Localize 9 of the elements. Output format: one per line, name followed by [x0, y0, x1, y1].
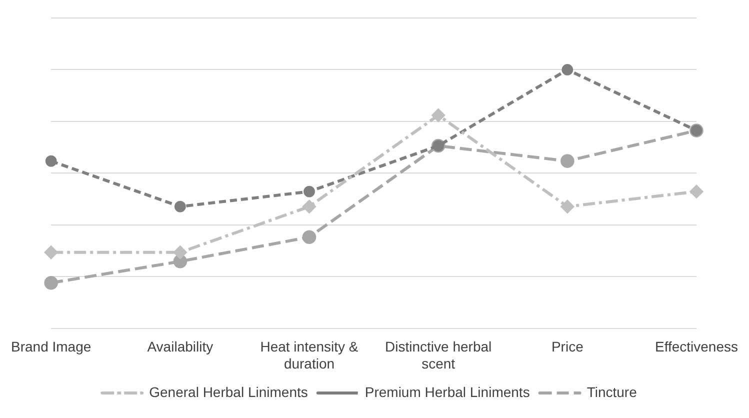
- legend-label: Premium Herbal Liniments: [364, 384, 530, 400]
- legend-label: Tincture: [586, 384, 638, 400]
- x-tick-label: Brand Image: [10, 338, 92, 355]
- x-tick-label: Distinctive herbal scent: [385, 338, 492, 372]
- x-tick-label: Effectiveness: [654, 338, 738, 355]
- x-tick-label: Price: [551, 338, 584, 355]
- x-tick-label: Availability: [147, 338, 214, 355]
- x-tick-label: Heat intensity & duration: [260, 338, 359, 372]
- legend-label: General Herbal Liniments: [149, 384, 308, 400]
